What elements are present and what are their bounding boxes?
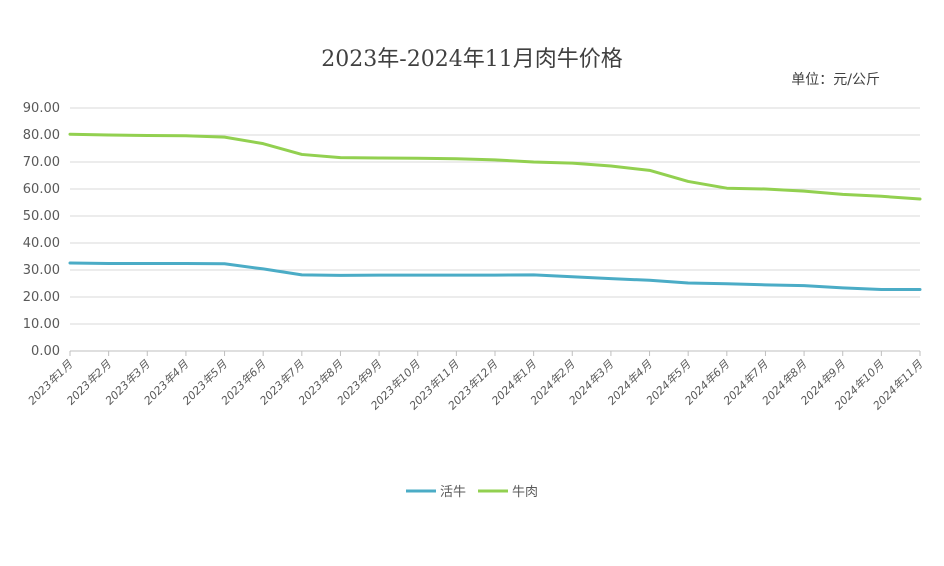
y-tick-label: 80.00 — [23, 128, 60, 143]
gridlines — [70, 107, 920, 325]
y-tick-label: 20.00 — [23, 290, 60, 305]
y-tick-label: 10.00 — [23, 317, 60, 332]
y-tick-label: 60.00 — [23, 182, 60, 197]
axes — [69, 350, 921, 356]
legend-label: 活牛 — [440, 485, 466, 500]
y-tick-label: 90.00 — [23, 101, 60, 116]
y-tick-label: 40.00 — [23, 236, 60, 251]
series-lines — [68, 132, 922, 291]
legend: 活牛 牛肉 — [406, 485, 538, 500]
y-tick-label: 70.00 — [23, 155, 60, 170]
legend-label: 牛肉 — [512, 485, 538, 500]
chart-title: 2023年-2024年11月肉牛价格 — [321, 47, 622, 72]
series-line-0 — [68, 261, 922, 291]
y-tick-label: 30.00 — [23, 263, 60, 278]
series-line-1 — [68, 132, 922, 201]
x-axis-ticks: 2023年1月2023年2月2023年3月2023年4月2023年5月2023年… — [26, 357, 926, 412]
y-tick-label: 50.00 — [23, 209, 60, 224]
y-axis-ticks: 0.00 10.00 20.00 30.00 40.00 50.00 60.00 70.00 8… — [23, 101, 60, 359]
unit-label: 单位：元/公斤 — [791, 72, 880, 88]
y-tick-label: 0.00 — [31, 344, 60, 359]
